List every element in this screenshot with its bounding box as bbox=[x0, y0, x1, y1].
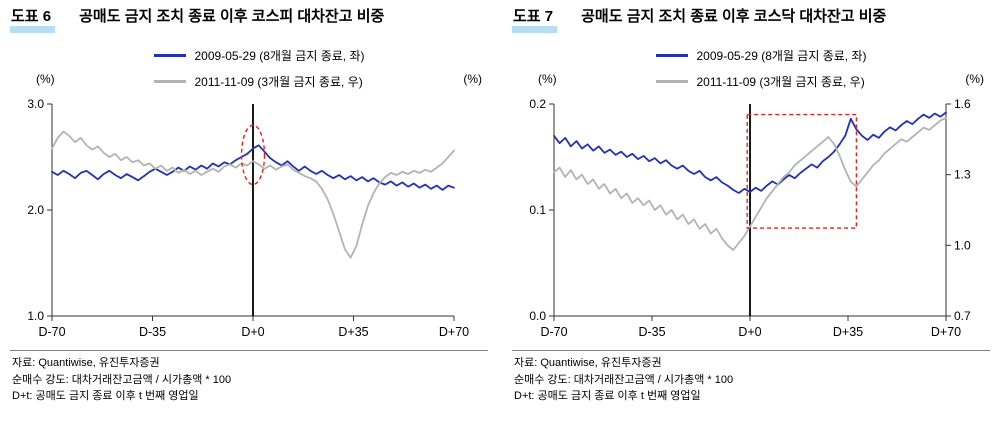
series-line-1 bbox=[51, 130, 455, 259]
x-tick-label: D+35 bbox=[833, 325, 863, 339]
kosdaq-panel: 도표 7 공매도 금지 조치 종료 이후 코스닥 대차잔고 비중 (%) 200… bbox=[512, 6, 990, 405]
footnotes: 자료: Quantiwise, 유진투자증권 순매수 강도: 대차거래잔고금액 … bbox=[512, 350, 990, 405]
dday-note: D+t: 공매도 금지 종료 이후 t 번째 영업일 bbox=[12, 390, 199, 402]
dday-note: D+t: 공매도 금지 종료 이후 t 번째 영업일 bbox=[514, 390, 701, 402]
x-tick-label: D+70 bbox=[439, 325, 469, 339]
legend-row: (%) 2009-05-29 (8개월 금지 종료, 좌) 2011-11-09 … bbox=[10, 40, 488, 90]
panel-header: 도표 7 공매도 금지 조치 종료 이후 코스닥 대차잔고 비중 bbox=[512, 6, 990, 40]
right-axis-unit-label: (%) bbox=[965, 72, 984, 86]
chart-svg: 0.2 0.1 0.0 1.6 1.3 1.0 0.7 D-70 D-35 D+0 D+35 D+70 bbox=[529, 97, 971, 339]
legend-line-swatch bbox=[153, 80, 186, 83]
x-tick-label: D+70 bbox=[931, 325, 961, 339]
legend-line-swatch bbox=[655, 80, 688, 83]
source-note: 자료: Quantiwise, 유진투자증권 bbox=[514, 357, 662, 369]
y-tick-label-left: 0.2 bbox=[529, 97, 546, 111]
legend: 2009-05-29 (8개월 금지 종료, 좌) 2011-11-09 (3개월… bbox=[153, 47, 365, 90]
y-tick-label-right: 1.0 bbox=[954, 238, 971, 252]
left-axis-unit-label: (%) bbox=[36, 72, 55, 86]
formula-note: 순매수 강도: 대차거래잔고금액 / 시가총액 * 100 bbox=[12, 373, 232, 386]
x-tick-label: D-35 bbox=[139, 325, 166, 339]
x-tick-label: D+0 bbox=[738, 325, 761, 339]
series-line-1 bbox=[553, 117, 947, 251]
x-tick-label: D-70 bbox=[38, 325, 65, 339]
highlight-ellipse bbox=[240, 124, 266, 186]
legend: 2009-05-29 (8개월 금지 종료, 좌) 2011-11-09 (3개월… bbox=[655, 47, 867, 90]
chart-svg: 3.0 2.0 1.0 D-70 D-35 D+0 D+35 D+70 bbox=[27, 97, 469, 339]
legend-line-swatch bbox=[153, 54, 186, 57]
left-axis-unit-label: (%) bbox=[538, 72, 557, 86]
legend-line-swatch bbox=[655, 54, 688, 57]
report-figures: 도표 6 공매도 금지 조치 종료 이후 코스피 대차잔고 비중 (%) 200… bbox=[10, 6, 990, 405]
x-tick-label: D+0 bbox=[241, 325, 264, 339]
legend-item: 2011-11-09 (3개월 금지 종료, 우) bbox=[153, 73, 365, 90]
chart-title: 공매도 금지 조치 종료 이후 코스피 대차잔고 비중 bbox=[79, 8, 385, 25]
chart-title: 공매도 금지 조치 종료 이후 코스닥 대차잔고 비중 bbox=[581, 8, 887, 25]
legend-label: 2009-05-29 (8개월 금지 종료, 좌) bbox=[696, 49, 867, 63]
kospi-panel: 도표 6 공매도 금지 조치 종료 이후 코스피 대차잔고 비중 (%) 200… bbox=[10, 6, 488, 405]
legend-label: 2009-05-29 (8개월 금지 종료, 좌) bbox=[194, 49, 365, 63]
legend-item: 2011-11-09 (3개월 금지 종료, 우) bbox=[655, 73, 867, 90]
y-tick-label-left: 2.0 bbox=[27, 203, 44, 217]
legend-item: 2009-05-29 (8개월 금지 종료, 좌) bbox=[655, 47, 867, 64]
y-tick-label-left: 3.0 bbox=[27, 97, 44, 111]
x-tick-label: D-70 bbox=[540, 325, 567, 339]
y-tick-label-left: 0.1 bbox=[529, 203, 546, 217]
x-tick-label: D-35 bbox=[638, 325, 665, 339]
highlight-rect bbox=[746, 113, 858, 229]
legend-label: 2011-11-09 (3개월 금지 종료, 우) bbox=[696, 75, 865, 89]
right-axis-unit-label: (%) bbox=[463, 72, 482, 86]
y-tick-label-right: 0.7 bbox=[954, 309, 971, 323]
source-note: 자료: Quantiwise, 유진투자증권 bbox=[12, 357, 160, 369]
x-tick-label: D+35 bbox=[338, 325, 368, 339]
y-tick-label-left: 0.0 bbox=[529, 309, 546, 323]
legend-label: 2011-11-09 (3개월 금지 종료, 우) bbox=[194, 75, 363, 89]
formula-note: 순매수 강도: 대차거래잔고금액 / 시가총액 * 100 bbox=[514, 373, 734, 386]
legend-row: (%) 2009-05-29 (8개월 금지 종료, 좌) 2011-11-09 … bbox=[512, 40, 990, 90]
figure-tag: 도표 6 bbox=[10, 6, 56, 34]
kosdaq-line-chart: 0.2 0.1 0.0 1.6 1.3 1.0 0.7 D-70 D-35 D+0 D+35 D+70 bbox=[512, 90, 990, 348]
figure-tag: 도표 7 bbox=[512, 6, 558, 34]
legend-item: 2009-05-29 (8개월 금지 종료, 좌) bbox=[153, 47, 365, 64]
y-tick-label-left: 1.0 bbox=[27, 309, 44, 323]
series-line-0 bbox=[553, 111, 947, 194]
footnotes: 자료: Quantiwise, 유진투자증권 순매수 강도: 대차거래잔고금액 … bbox=[10, 350, 488, 405]
panel-header: 도표 6 공매도 금지 조치 종료 이후 코스피 대차잔고 비중 bbox=[10, 6, 488, 40]
y-tick-label-right: 1.3 bbox=[954, 168, 971, 182]
series-line-0 bbox=[51, 144, 455, 191]
y-tick-label-right: 1.6 bbox=[954, 97, 971, 111]
kospi-line-chart: 3.0 2.0 1.0 D-70 D-35 D+0 D+35 D+70 bbox=[10, 90, 488, 348]
